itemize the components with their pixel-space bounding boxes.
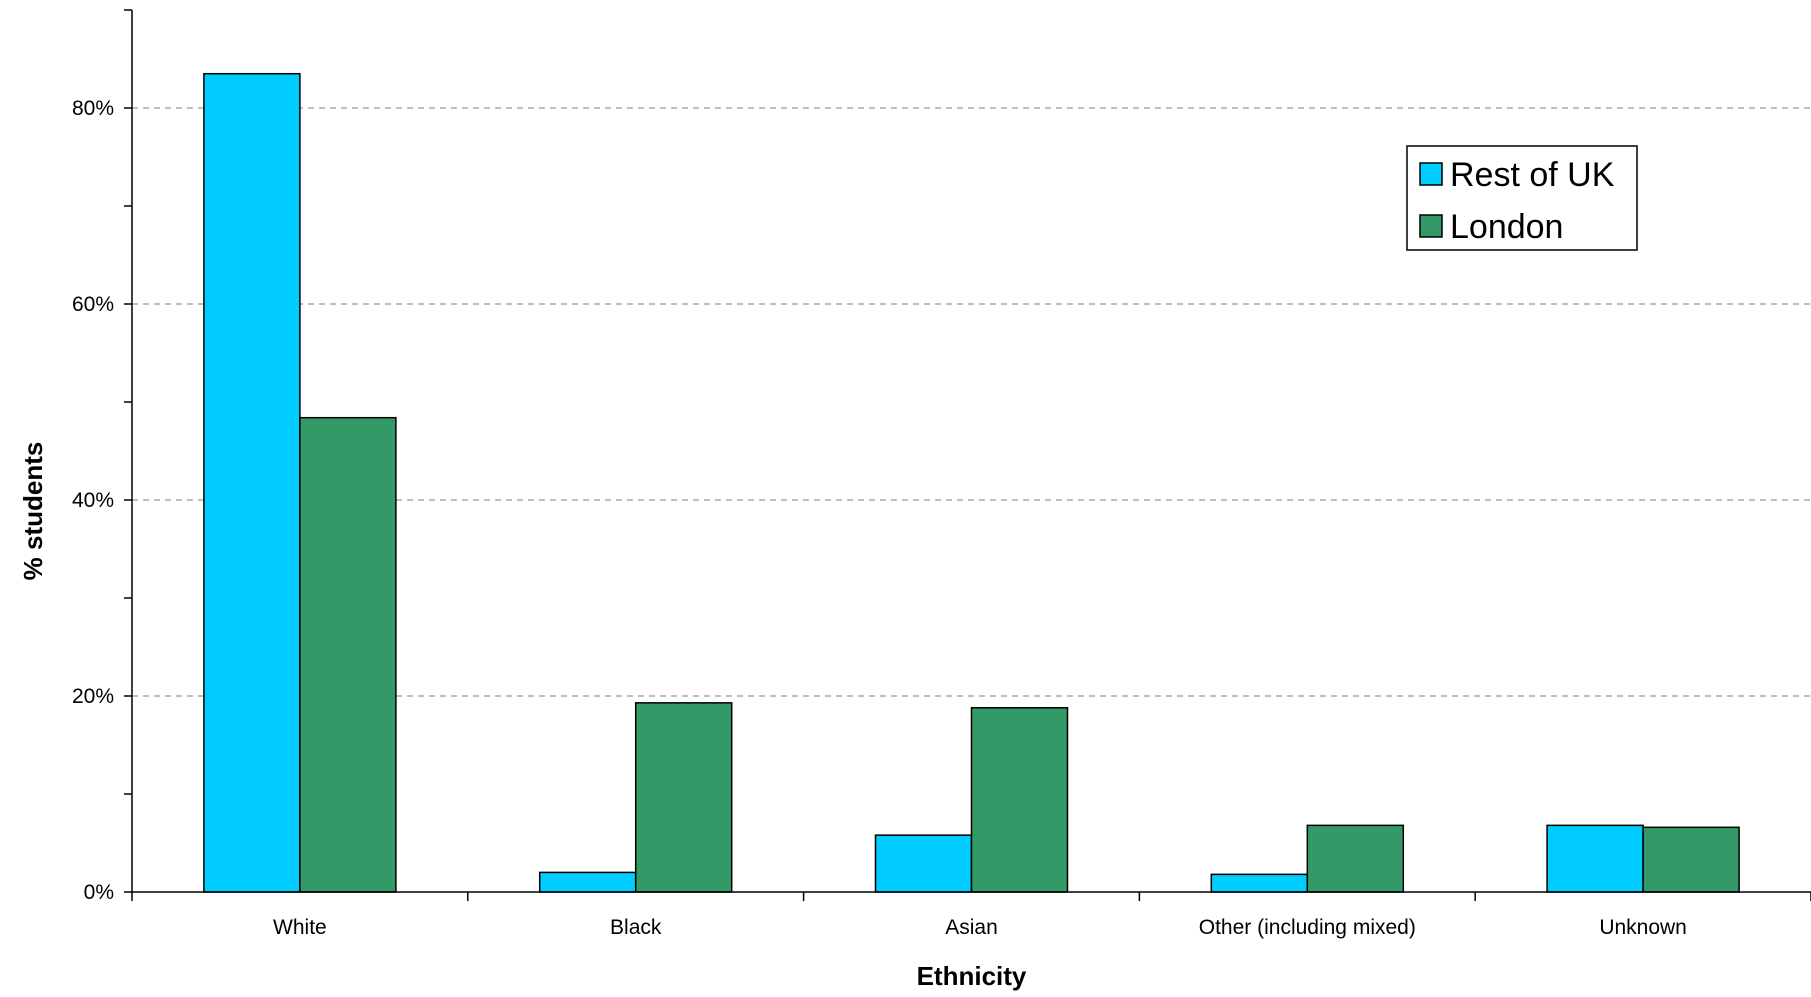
- x-ticks: White Black Asian Other (including mixed) Un…: [131, 892, 1811, 939]
- x-axis-title: Ethnicity: [917, 961, 1027, 991]
- x-tick-label: Other (including mixed): [1199, 916, 1416, 939]
- x-tick-label: Black: [610, 916, 662, 939]
- y-tick-label: 60%: [72, 293, 114, 316]
- y-tick-label: 80%: [72, 97, 114, 120]
- gridlines: [132, 107, 1811, 697]
- bar-rest-of-uk: [538, 871, 637, 893]
- bar-london: [1642, 826, 1740, 893]
- y-tick-label: 20%: [72, 685, 114, 708]
- legend: Rest of UK London: [1406, 145, 1638, 251]
- x-tick-label: Unknown: [1599, 916, 1687, 939]
- x-tick-label: Asian: [945, 916, 998, 939]
- x-tick-label: White: [273, 916, 327, 939]
- bar-london: [634, 702, 733, 893]
- y-tick-label: 0%: [84, 881, 114, 904]
- legend-swatch-rest-of-uk: [1419, 162, 1443, 186]
- bar-london: [970, 707, 1069, 893]
- legend-box: [1406, 145, 1638, 251]
- legend-swatch-london: [1419, 214, 1443, 238]
- legend-label-london: London: [1450, 208, 1563, 246]
- bar-rest-of-uk: [874, 834, 973, 893]
- bars: [203, 72, 1740, 893]
- bar-rest-of-uk: [1546, 824, 1644, 893]
- y-ticks: 0% 20% 40% 60% 80%: [72, 9, 132, 904]
- bar-rest-of-uk: [1210, 873, 1309, 893]
- y-tick-label: 40%: [72, 489, 114, 512]
- bar-rest-of-uk: [203, 72, 301, 893]
- axes: [131, 10, 1811, 893]
- legend-label-rest-of-uk: Rest of UK: [1450, 156, 1615, 194]
- y-axis-title: % students: [18, 442, 48, 581]
- bar-london: [299, 416, 397, 893]
- bar-london: [1306, 824, 1405, 893]
